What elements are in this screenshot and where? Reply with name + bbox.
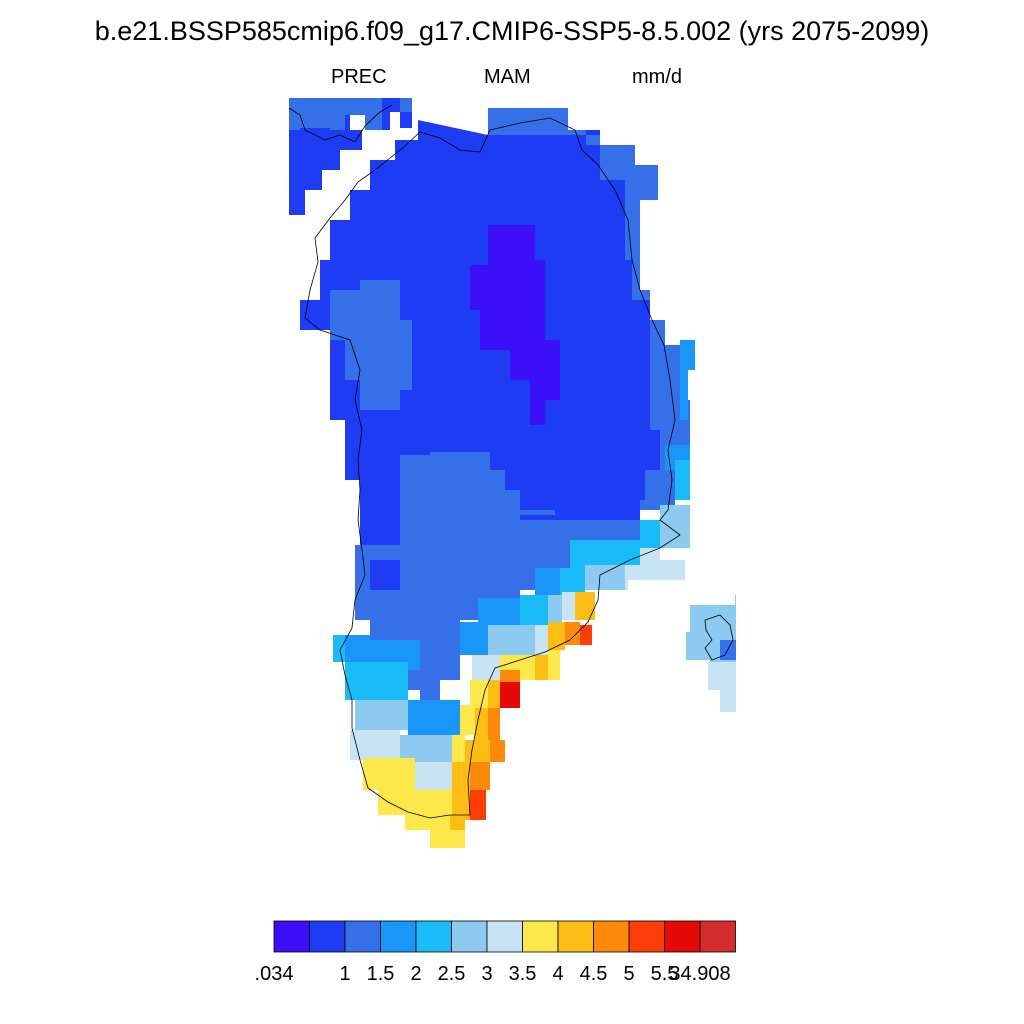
colorbar-tick-label: 4.5 (580, 963, 608, 985)
map-title: b.e21.BSSP585cmip6.f09_g17.CMIP6-SSP5-8.… (94, 16, 930, 46)
colorbar-tick-label: 2.5 (438, 963, 466, 985)
units-label: mm/d (632, 66, 682, 88)
colorbar-tick-label: 5 (623, 963, 634, 985)
colorbar-swatch (628, 920, 665, 953)
colorbar-swatch (380, 920, 417, 953)
colorbar-tick-label: 1.5 (367, 963, 395, 985)
colorbar-swatch (522, 920, 559, 953)
colorbar-swatch (593, 920, 630, 953)
season-label: MAM (484, 66, 531, 88)
colorbar-tick-label: 34.908 (669, 963, 730, 985)
colorbar-swatch (486, 920, 523, 953)
colorbar-swatch (451, 920, 488, 953)
colorbar-swatch (344, 920, 381, 953)
colorbar-tick-label: .034 (255, 963, 294, 985)
colorbar-swatch (699, 920, 736, 953)
colorbar-tick-label: 3.5 (509, 963, 537, 985)
colorbar-swatch (664, 920, 701, 953)
colorbar-swatch (415, 920, 452, 953)
colorbar-tick-label: 1 (339, 963, 350, 985)
colorbar-swatch (273, 920, 310, 953)
colorbar-tick-label: 3 (481, 963, 492, 985)
coastline (288, 104, 734, 819)
map-field (289, 98, 736, 848)
colorbar-swatch (557, 920, 594, 953)
colorbar-tick-label: 5.5 (651, 963, 679, 985)
colorbar-tick-label: 2 (410, 963, 421, 985)
variable-label: PREC (331, 66, 387, 88)
colorbar-swatch (309, 920, 346, 953)
colorbar-tick-label: 4 (552, 963, 563, 985)
